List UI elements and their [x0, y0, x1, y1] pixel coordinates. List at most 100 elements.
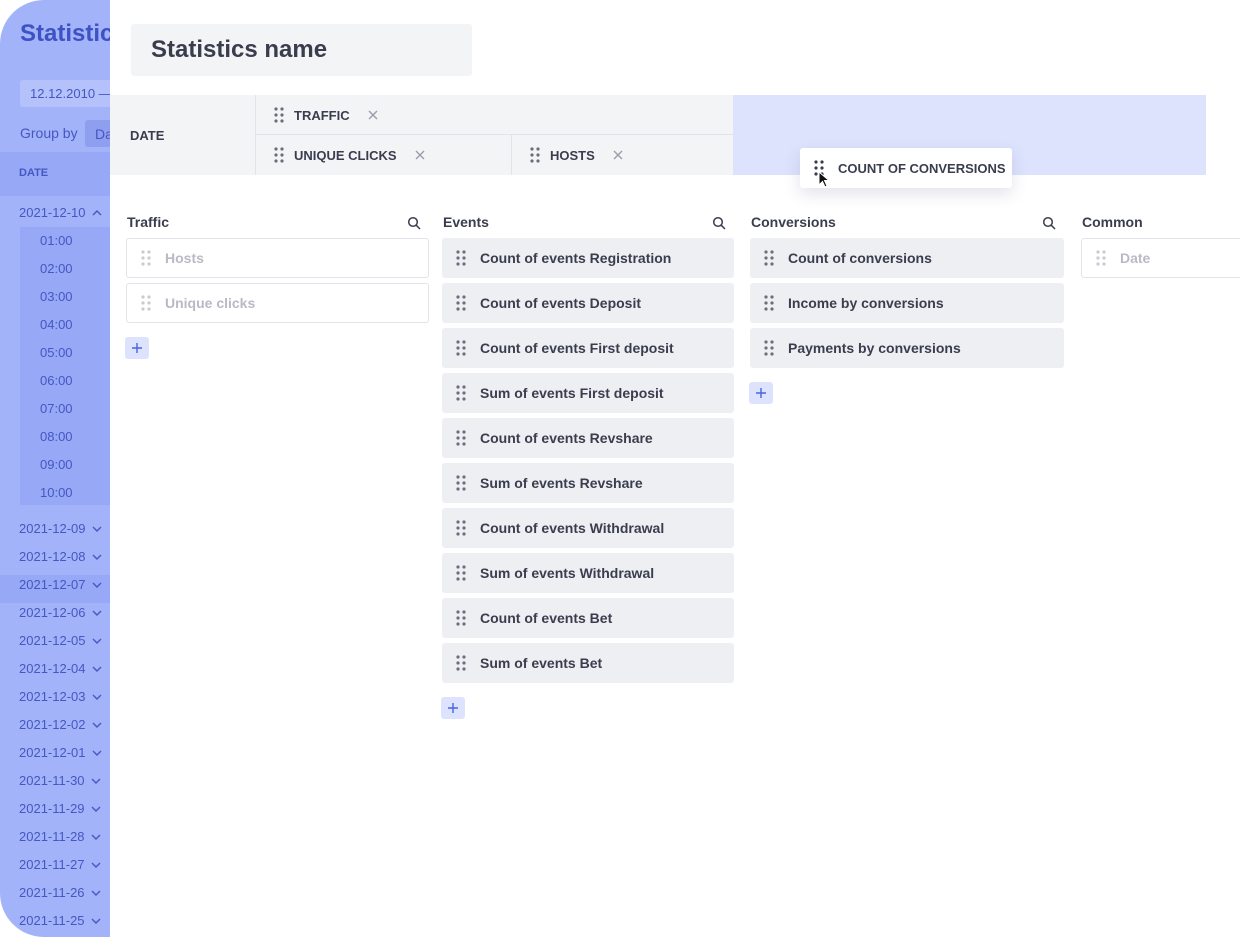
col-divider [511, 135, 512, 175]
date-row[interactable]: 2021-12-08 [19, 549, 102, 564]
chevron-icon [92, 554, 101, 560]
field-chip[interactable]: Count of events Registration [442, 238, 734, 278]
add-button[interactable] [749, 382, 773, 404]
date-row[interactable]: 2021-12-04 [19, 661, 102, 676]
cursor [818, 170, 831, 194]
date-row[interactable]: 2021-12-09 [19, 521, 102, 536]
hour-label: 08:00 [40, 429, 73, 444]
field-chip[interactable]: Count of events Deposit [442, 283, 734, 323]
date-row[interactable]: 2021-12-06 [19, 605, 102, 620]
field-chip[interactable]: Sum of events Revshare [442, 463, 734, 503]
field-chip[interactable]: Sum of events Withdrawal [442, 553, 734, 593]
date-row[interactable]: 2021-11-29 [19, 801, 101, 816]
search-button[interactable] [1042, 216, 1056, 230]
date-row[interactable]: 2021-12-02 [19, 717, 102, 732]
field-chip[interactable]: Date [1081, 238, 1240, 278]
field-label: Count of events Bet [480, 610, 613, 626]
field-chip[interactable]: Count of events First deposit [442, 328, 734, 368]
close-icon [368, 110, 378, 120]
field-chip[interactable]: Income by conversions [750, 283, 1064, 323]
header-chip[interactable]: TRAFFIC [274, 95, 378, 135]
date-label: 2021-11-25 [19, 913, 85, 928]
close-icon [613, 150, 623, 160]
search-icon [712, 216, 726, 230]
chevron-icon [91, 862, 101, 868]
header-label: TRAFFIC [294, 107, 350, 123]
field-chip[interactable]: Unique clicks [126, 283, 429, 323]
drag-handle-icon [456, 295, 466, 311]
chevron-icon [92, 750, 101, 756]
date-row[interactable]: 2021-12-05 [19, 633, 102, 648]
column-header: DATE [19, 167, 49, 179]
header-bg [110, 95, 733, 175]
hour-label: 03:00 [40, 289, 73, 304]
date-row[interactable]: 2021-12-07 [19, 577, 102, 592]
field-chip[interactable]: Count of events Revshare [442, 418, 734, 458]
chevron-icon [92, 638, 101, 644]
remove-button[interactable] [368, 110, 378, 120]
remove-button[interactable] [613, 150, 623, 160]
chevron-icon [92, 722, 101, 728]
header-chip[interactable]: HOSTS [530, 135, 623, 175]
search-icon [1042, 216, 1056, 230]
field-label: Count of events Revshare [480, 430, 653, 446]
field-chip[interactable]: Count of events Withdrawal [442, 508, 734, 548]
field-label: Sum of events Withdrawal [480, 565, 655, 581]
search-button[interactable] [407, 216, 421, 230]
date-row[interactable]: 2021-11-26 [19, 885, 101, 900]
drag-handle-icon [764, 250, 774, 266]
plus-icon [448, 703, 458, 713]
date-cell [110, 95, 256, 175]
date-row[interactable]: 2021-11-27 [19, 857, 101, 872]
date-row[interactable]: 2021-12-03 [19, 689, 102, 704]
remove-button[interactable] [415, 150, 425, 160]
field-label: Payments by conversions [788, 340, 961, 356]
drag-handle-icon [274, 107, 284, 123]
field-chip[interactable]: Sum of events First deposit [442, 373, 734, 413]
date-row[interactable]: 2021-11-28 [19, 829, 101, 844]
title-input[interactable]: Statistics name [131, 24, 472, 76]
field-chip[interactable]: Sum of events Bet [442, 643, 734, 683]
drag-handle-icon [456, 475, 466, 491]
group-title: Common [1082, 214, 1143, 230]
date-label: 2021-12-07 [19, 577, 86, 592]
field-chip[interactable]: Count of conversions [750, 238, 1064, 278]
date-label: 2021-11-27 [19, 857, 85, 872]
field-chip[interactable]: Hosts [126, 238, 429, 278]
field-label: Count of events Withdrawal [480, 520, 665, 536]
field-label: Unique clicks [165, 295, 256, 311]
date-row[interactable]: 2021-11-25 [19, 913, 101, 928]
group-title: Conversions [751, 214, 836, 230]
field-label: Count of events Registration [480, 250, 672, 266]
hour-label: 10:00 [40, 485, 73, 500]
chevron-icon [92, 526, 101, 532]
dragged-label: COUNT OF CONVERSIONS [838, 160, 1006, 176]
date-row[interactable]: 2021-11-30 [19, 773, 101, 788]
row-divider [256, 134, 733, 135]
expanded-date[interactable]: 2021-12-10 [19, 205, 102, 220]
drag-handle-icon [530, 147, 540, 163]
field-label: Date [1120, 250, 1151, 266]
field-chip[interactable]: Payments by conversions [750, 328, 1064, 368]
add-button[interactable] [441, 697, 465, 719]
date-label: 2021-12-06 [19, 605, 86, 620]
group-title: Events [443, 214, 489, 230]
search-button[interactable] [712, 216, 726, 230]
drag-handle-icon [456, 385, 466, 401]
group-title: Traffic [127, 214, 170, 230]
header-label: UNIQUE CLICKS [294, 147, 397, 163]
search-icon [407, 216, 421, 230]
drag-handle-icon [456, 520, 466, 536]
chevron-icon [92, 666, 101, 672]
chevron-icon [91, 918, 101, 924]
drag-handle-icon [764, 295, 774, 311]
field-chip[interactable]: Count of events Bet [442, 598, 734, 638]
hour-label: 04:00 [40, 317, 73, 332]
editor-panel: Statistics name DATE TRAFFIC UNIQUE CLICKS… [110, 0, 1240, 937]
dragged-chip[interactable]: COUNT OF CONVERSIONS [800, 148, 1012, 188]
add-button[interactable] [125, 337, 149, 359]
sidebar-title: Statistic [20, 20, 114, 47]
date-row[interactable]: 2021-12-01 [19, 745, 102, 760]
header-chip[interactable]: UNIQUE CLICKS [274, 135, 425, 175]
